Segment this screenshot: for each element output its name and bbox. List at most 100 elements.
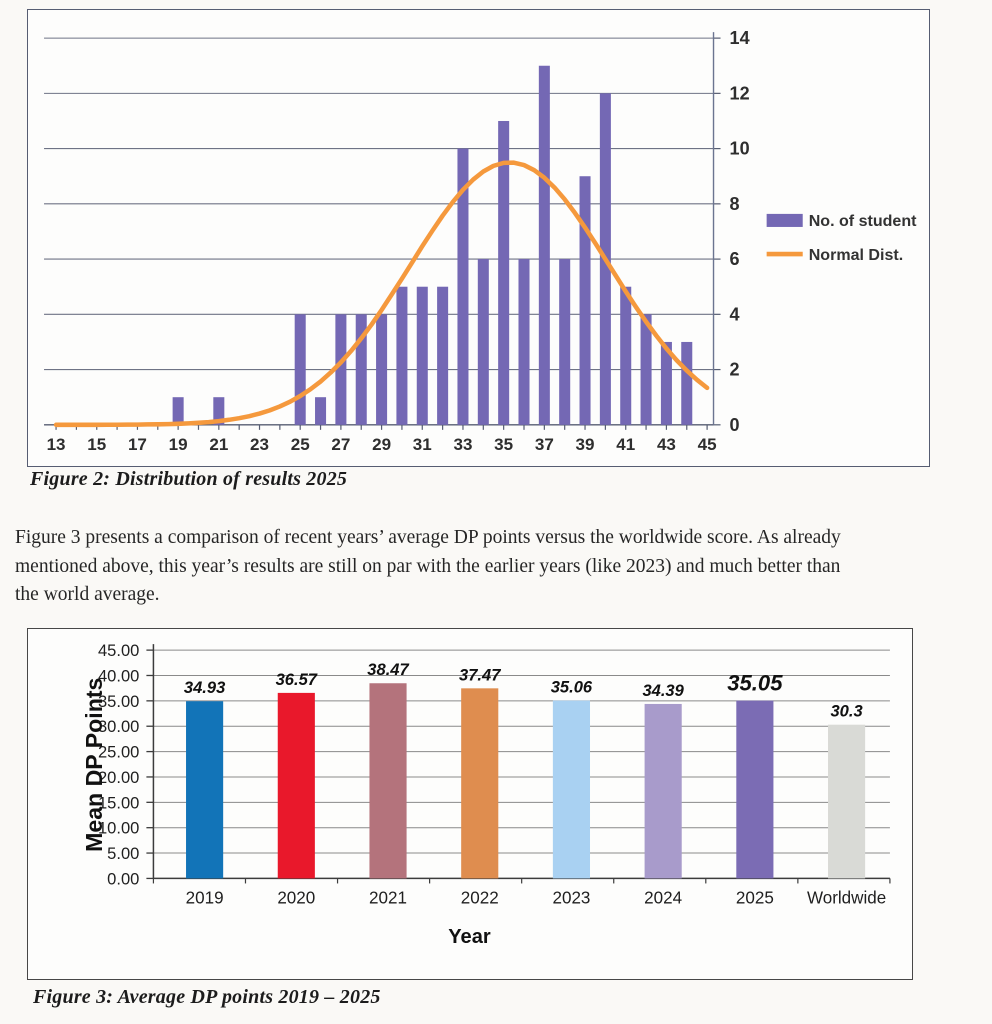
x-tick-label: 15 (87, 435, 106, 454)
y-tick-label: 35.00 (98, 692, 139, 711)
histogram-bar (294, 314, 306, 425)
histogram-bar (376, 314, 388, 425)
histogram-bar (335, 314, 347, 425)
legend-bar-swatch (766, 213, 803, 227)
y-tick-label: 25.00 (98, 743, 139, 762)
histogram-bar (315, 397, 327, 425)
normal-dist-curve (53, 160, 710, 428)
y-tick-label: 0.00 (107, 869, 139, 888)
x-tick-label: 23 (250, 435, 269, 454)
gridlines (44, 37, 714, 371)
bar-value-label: 38.47 (367, 660, 409, 679)
x-tick-label: 2019 (186, 889, 224, 908)
histogram-bar (620, 286, 632, 425)
x-tick-label: 31 (413, 435, 432, 454)
x-tick-label: 35 (494, 435, 513, 454)
figure2-chart: 0 2 4 6 8 10 12 14 13 15 17 19 21 23 25 27 29 31 33 35 37 39 4… (27, 9, 930, 467)
histogram-bar (477, 259, 489, 425)
paragraph-line: mentioned above, this year’s results are… (15, 555, 841, 577)
x-tick-label: Worldwide (807, 889, 886, 908)
y-tick-label: 0 (730, 415, 740, 435)
y-tick-label: 14 (730, 28, 750, 48)
figure2-caption: Figure 2: Distribution of results 2025 (30, 468, 348, 490)
y-tick-label: 8 (730, 194, 740, 214)
histogram-bar (498, 120, 510, 425)
histogram-bar (172, 397, 184, 425)
y-tick-label: 15.00 (98, 793, 139, 812)
paragraph-line: the world average. (15, 584, 160, 605)
x-tick-label: 43 (657, 435, 676, 454)
y-axis-labels: 0.00 5.00 10.00 15.00 20.00 25.00 30.00 35.00 40… (98, 641, 154, 888)
histogram-bar (396, 286, 408, 425)
x-tick-label: 33 (453, 435, 472, 454)
y-tick-label: 45.00 (98, 641, 139, 660)
x-tick-label: 2023 (552, 889, 590, 908)
value-labels: 34.93 36.57 38.47 37.47 35.06 34.39 35.05 30.3 (184, 660, 864, 720)
bar-value-label: 37.47 (459, 665, 501, 684)
y-tick-label: 5.00 (107, 844, 139, 863)
dp-bars (186, 683, 866, 879)
bar-value-label: 34.93 (184, 678, 226, 697)
figure2-chart-svg: 0 2 4 6 8 10 12 14 13 15 17 19 21 23 25 27 29 31 33 35 37 39 4… (44, 28, 917, 454)
y-tick-label: 10.00 (98, 819, 139, 838)
bar-value-label: 35.06 (551, 677, 593, 696)
bar-value-label: 34.39 (642, 681, 684, 700)
x-tick-label: 39 (576, 435, 595, 454)
x-axis-ticks (55, 424, 708, 430)
y-tick-label: 30.00 (98, 717, 139, 736)
x-tick-label: 13 (47, 435, 66, 454)
bar-value-label: 36.57 (276, 670, 318, 689)
histogram-bar (416, 286, 428, 425)
x-tick-label: 41 (616, 435, 635, 454)
y-tick-label: 6 (730, 249, 740, 269)
histogram-bar (559, 259, 571, 425)
x-tick-label: 19 (169, 435, 188, 454)
y-axis-title: Mean DP Points (81, 678, 107, 852)
legend: No. of student Normal Dist. (766, 212, 917, 264)
x-tick-label: 17 (128, 435, 147, 454)
histogram-bar (660, 341, 672, 425)
dp-bar (186, 701, 224, 879)
x-tick-label: 2020 (277, 889, 315, 908)
histogram-bar (457, 148, 469, 425)
figure3-caption: Figure 3: Average DP points 2019 – 2025 (33, 986, 381, 1008)
histogram-bar (213, 397, 225, 425)
x-axis-labels: 13 15 17 19 21 23 25 27 29 31 33 35 37 39 41 43 45 (47, 435, 717, 454)
paragraph-line: Figure 3 presents a comparison of recent… (15, 527, 841, 548)
y-tick-label: 20.00 (98, 768, 139, 787)
dp-bar (644, 703, 682, 879)
x-tick-label: 2021 (369, 889, 407, 908)
legend-label: Normal Dist. (809, 246, 903, 264)
legend-label: No. of student (809, 212, 917, 230)
histogram-bar (681, 341, 693, 425)
x-tick-label: 37 (535, 435, 554, 454)
histogram-bar (538, 65, 550, 425)
y-tick-label: 4 (730, 304, 740, 324)
histogram-bars (172, 65, 693, 425)
histogram-bar (518, 259, 530, 425)
x-tick-label: 25 (291, 435, 310, 454)
histogram-bar (355, 314, 367, 425)
x-tick-label: 2025 (736, 889, 774, 908)
x-tick-label: 29 (372, 435, 391, 454)
dp-bar (461, 688, 499, 879)
bar-value-label: 30.3 (830, 702, 863, 721)
dp-bar (828, 724, 866, 879)
x-tick-label: 21 (209, 435, 228, 454)
figure3-chart-svg: 0.00 5.00 10.00 15.00 20.00 25.00 30.00 35.00 40… (81, 641, 891, 948)
y-tick-label: 12 (730, 83, 750, 103)
histogram-bar (579, 176, 591, 425)
y-tick-label: 10 (730, 139, 750, 159)
dp-bar (552, 700, 591, 879)
figure3-chart: 0.00 5.00 10.00 15.00 20.00 25.00 30.00 35.00 40… (27, 628, 913, 980)
x-tick-label: 45 (698, 435, 717, 454)
bar-value-label: 35.05 (727, 671, 783, 696)
y-tick-label: 2 (730, 360, 740, 380)
y-axis-labels: 0 2 4 6 8 10 12 14 (713, 28, 750, 435)
y-tick-label: 40.00 (98, 667, 139, 686)
dp-bar (736, 700, 774, 879)
histogram-bar (640, 314, 652, 425)
x-tick-label: 2022 (461, 889, 499, 908)
x-axis-labels: 2019 2020 2021 2022 2023 2024 2025 Worldwide (186, 889, 887, 908)
